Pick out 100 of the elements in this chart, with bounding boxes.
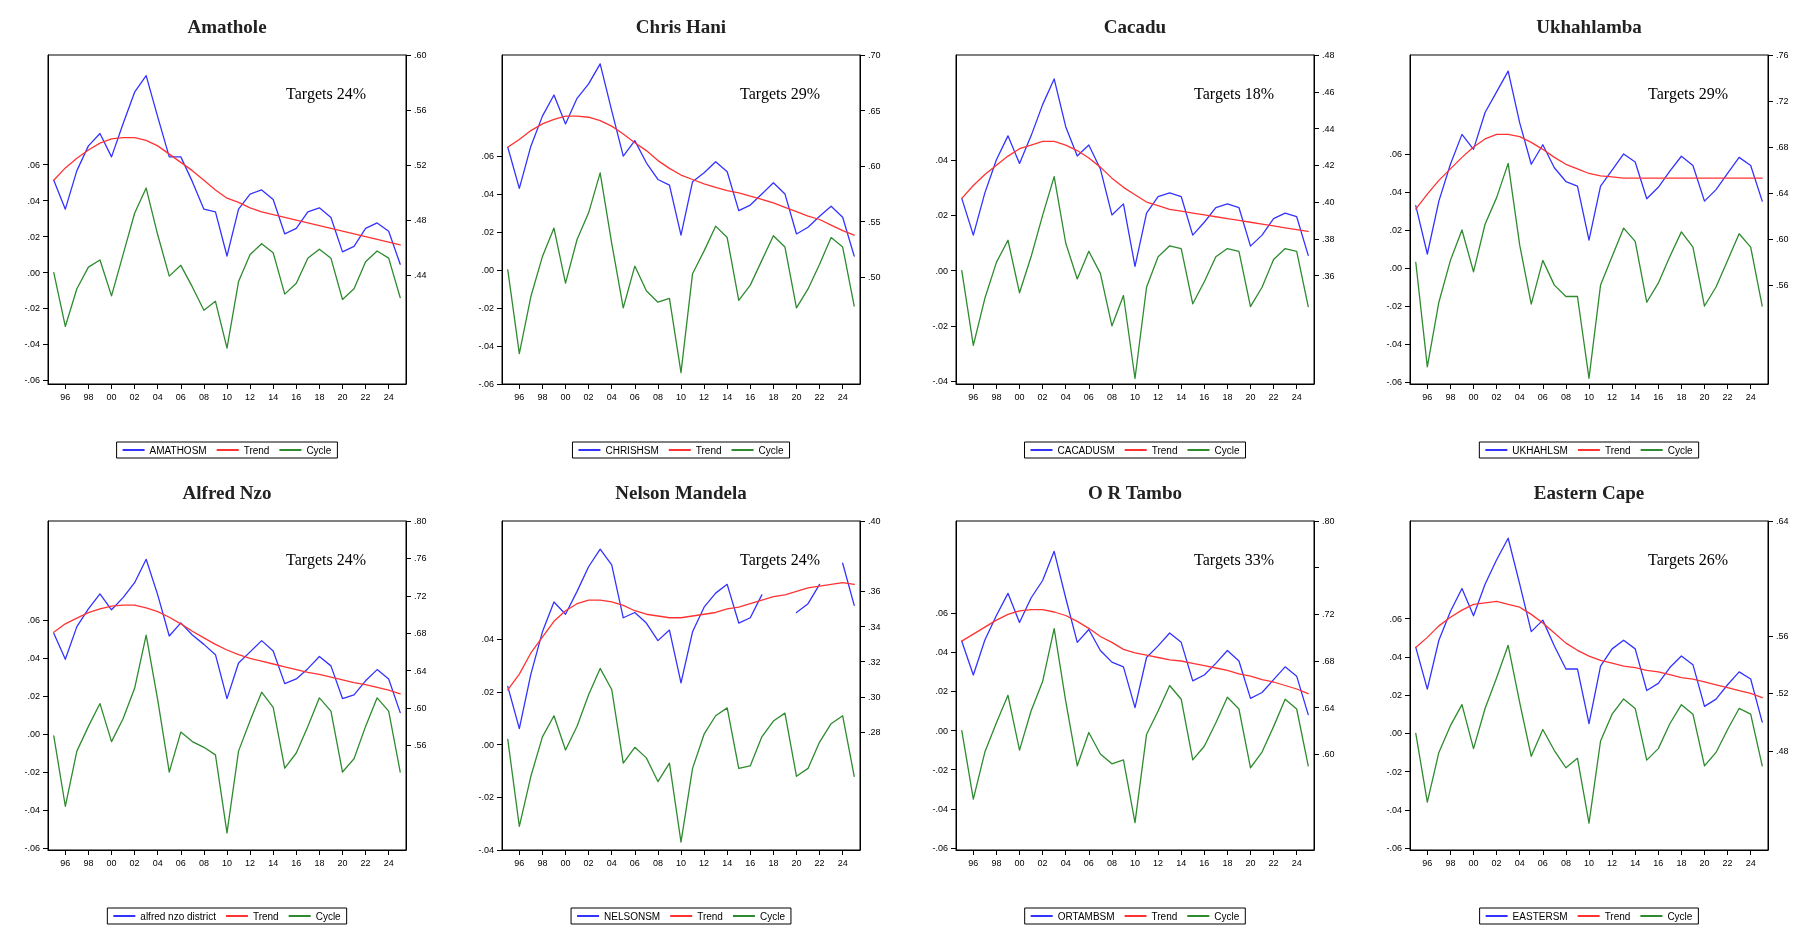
x-tick-label: 18 — [768, 391, 779, 402]
x-tick-label: 16 — [745, 391, 756, 402]
x-tick-label: 14 — [1630, 857, 1641, 868]
x-tick-label: 20 — [1245, 857, 1256, 868]
x-tick-label: 96 — [1422, 391, 1433, 402]
y2-tick-label: .44 — [1322, 123, 1335, 134]
x-tick-label: 14 — [268, 857, 279, 868]
legend-label: Trend — [243, 444, 270, 456]
annotation: Targets 24% — [286, 84, 367, 103]
x-tick-label: 96 — [514, 857, 525, 868]
x-tick-label: 96 — [968, 391, 979, 402]
x-tick-label: 08 — [1560, 391, 1571, 402]
x-tick-label: 08 — [198, 857, 209, 868]
y2-tick-label: .42 — [1322, 160, 1335, 171]
line-series — [507, 63, 855, 257]
y-tick-label: .04 — [27, 652, 40, 663]
y-tick-label: .02 — [1389, 690, 1402, 701]
line-series — [53, 136, 401, 246]
y2-tick-label: .68 — [1776, 142, 1789, 153]
y-tick-label: .06 — [27, 159, 40, 170]
x-tick-label: 16 — [1199, 857, 1210, 868]
legend-label: Trend — [1151, 910, 1178, 922]
y2-tick-label: .72 — [1322, 609, 1335, 620]
y-tick-label: .00 — [1389, 262, 1402, 273]
x-tick-label: 18 — [314, 857, 325, 868]
x-tick-label: 98 — [1445, 391, 1456, 402]
annotation: Targets 24% — [740, 550, 821, 569]
x-tick-label: 04 — [1060, 391, 1071, 402]
chart-title: O R Tambo — [1088, 482, 1182, 503]
y-tick-label: -.06 — [932, 843, 948, 854]
line-series — [507, 581, 855, 691]
chart-title: Chris Hani — [635, 16, 727, 37]
y2-tick-label: .68 — [414, 628, 427, 639]
x-tick-label: 00 — [560, 857, 571, 868]
legend-label: Cycle — [315, 910, 342, 922]
y2-tick-label: .60 — [414, 702, 427, 713]
y-tick-label: -.04 — [24, 805, 40, 816]
x-tick-label: 08 — [652, 391, 663, 402]
y-tick-label: .00 — [481, 264, 494, 275]
y-tick-label: -.02 — [24, 767, 40, 778]
x-tick-label: 96 — [514, 391, 525, 402]
y2-tick-label: .56 — [1776, 630, 1789, 641]
x-tick-label: 12 — [245, 857, 256, 868]
legend-label: Cycle — [758, 444, 784, 456]
line-series — [961, 78, 1309, 268]
y-tick-label: .00 — [27, 728, 40, 739]
line-series — [53, 634, 401, 834]
y-tick-label: .06 — [1389, 613, 1402, 624]
x-tick-label: 20 — [337, 857, 348, 868]
y2-tick-label: .40 — [868, 516, 881, 526]
line-series — [1415, 133, 1763, 210]
x-tick-label: 06 — [629, 391, 640, 402]
y2-tick-label: .36 — [868, 586, 881, 597]
x-tick-label: 04 — [606, 857, 617, 868]
x-tick-label: 04 — [152, 391, 163, 402]
x-tick-label: 20 — [337, 391, 348, 402]
y-tick-label: -.04 — [478, 340, 494, 351]
x-tick-label: 98 — [537, 391, 548, 402]
x-tick-label: 04 — [152, 857, 163, 868]
legend-label: Cycle — [759, 910, 786, 922]
x-tick-label: 02 — [1491, 391, 1502, 402]
line-series — [1415, 600, 1763, 699]
x-tick-label: 22 — [1268, 857, 1279, 868]
legend-label: Cycle — [1214, 444, 1240, 456]
x-tick-label: 16 — [291, 857, 302, 868]
y-tick-label: .00 — [481, 739, 494, 750]
y-tick-label: .02 — [27, 690, 40, 701]
x-tick-label: 24 — [383, 857, 394, 868]
x-tick-label: 24 — [1745, 391, 1756, 402]
y2-tick-label: .80 — [1322, 516, 1335, 526]
x-tick-label: 10 — [1129, 391, 1141, 402]
x-tick-label: 16 — [291, 391, 302, 402]
y2-tick-label: .64 — [1776, 516, 1789, 526]
y-tick-label: -.02 — [1386, 301, 1402, 312]
x-tick-label: 14 — [1176, 857, 1187, 868]
y2-tick-label: .36 — [1322, 270, 1335, 281]
x-tick-label: 16 — [1653, 857, 1664, 868]
x-tick-label: 98 — [991, 857, 1002, 868]
y2-tick-label: .68 — [1322, 656, 1335, 666]
x-tick-label: 14 — [722, 857, 733, 868]
x-tick-label: 08 — [652, 857, 663, 868]
x-tick-label: 02 — [583, 391, 594, 402]
x-tick-label: 00 — [1468, 391, 1479, 402]
x-tick-label: 24 — [1291, 857, 1302, 868]
y-tick-label: .04 — [27, 195, 40, 206]
x-tick-label: 00 — [560, 391, 571, 402]
y2-tick-label: .55 — [868, 216, 881, 227]
y2-tick-label: .56 — [1776, 280, 1789, 291]
y-tick-label: .00 — [1389, 728, 1402, 739]
y-tick-label: -.04 — [1386, 339, 1402, 350]
x-tick-label: 04 — [606, 391, 617, 402]
legend-label: Cycle — [1667, 910, 1693, 922]
legend-label: NELSONSM — [604, 910, 661, 922]
x-tick-label: 98 — [83, 391, 94, 402]
x-tick-label: 20 — [791, 391, 802, 402]
x-tick-label: 20 — [1699, 391, 1710, 402]
y-tick-label: .00 — [935, 265, 948, 276]
y-tick-label: .04 — [935, 155, 948, 166]
x-tick-label: 12 — [245, 391, 256, 402]
legend-label: Trend — [1151, 444, 1178, 456]
